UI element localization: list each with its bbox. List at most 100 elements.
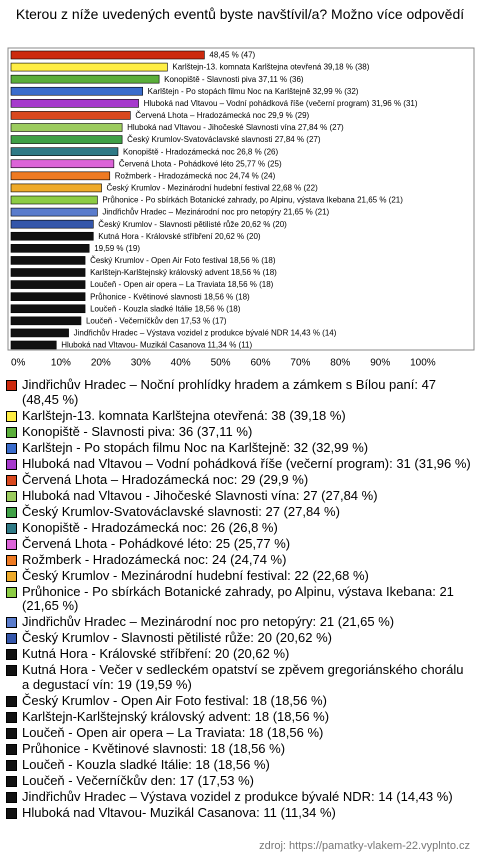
legend-item: Karlštejn - Po stopách filmu Noc na Karl… [6, 440, 472, 456]
legend-item: Jindřichův Hradec – Noční prohlídky hrad… [6, 377, 472, 407]
bar [10, 62, 168, 72]
data-label: Rožmberk - Hradozámecká noc 24,74 % (24) [115, 171, 276, 180]
data-label: Hluboká nad Vltavou - Jihočeské Slavnost… [127, 123, 344, 132]
legend-swatch [6, 586, 17, 598]
data-label: Průhonice - Květinové slavnosti 18,56 % … [90, 292, 250, 301]
legend-item: Rožmberk - Hradozámecká noc: 24 (24,74 %… [6, 551, 472, 568]
x-tick-label: 100% [410, 358, 436, 369]
legend-item: Karlštejn-Karlštejnský královský advent:… [6, 708, 472, 725]
data-label: Červená Lhota - Pohádkové léto 25,77 % (… [119, 159, 282, 168]
legend-swatch [6, 791, 17, 803]
legend-swatch [6, 426, 17, 438]
x-tick-label: 70% [290, 358, 310, 369]
legend-swatch [6, 727, 17, 739]
data-label: Kutná Hora - Královské stříbření 20,62 %… [98, 232, 261, 241]
legend-item: Český Krumlov-Svatováclavské slavnosti: … [6, 504, 472, 520]
x-tick-label: 10% [51, 358, 71, 369]
source: zdroj: https://pamatky-vlakem-22.vyplnto… [259, 840, 470, 852]
legend-item: Červená Lhota - Pohádkové léto: 25 (25,7… [6, 536, 472, 552]
data-label: Český Krumlov - Slavnosti pětilisté růže… [98, 220, 287, 229]
legend-label: Jindřichův Hradec – Výstava vozidel z pr… [22, 788, 453, 804]
legend-item: Průhonice - Květinové slavnosti: 18 (18,… [6, 741, 472, 757]
data-label: Průhonice - Po sbírkách Botanické zahrad… [102, 196, 403, 205]
legend-label: Červená Lhota – Hradozámecká noc: 29 (29… [22, 471, 309, 487]
legend-item: Loučeň - Kouzla sladké Itálie: 18 (18,56… [6, 757, 472, 773]
bar [10, 231, 94, 241]
legend-label: Kutná Hora - Královské stříbření: 20 (20… [22, 646, 290, 661]
legend-swatch [6, 743, 17, 755]
legend-item: Loučeň - Večerníčkův den: 17 (17,53 %) [6, 773, 472, 789]
legend-label: Průhonice - Po sbírkách Botanické zahrad… [22, 583, 454, 613]
legend-swatch [6, 410, 17, 422]
legend-label: Konopiště - Slavnosti piva: 36 (37,11 %) [22, 423, 253, 439]
legend-label: Hluboká nad Vltavou - Jihočeské Slavnost… [22, 487, 378, 503]
bar [10, 304, 86, 314]
legend-swatch [6, 554, 17, 566]
legend-swatch [6, 490, 17, 502]
legend-label: Rožmberk - Hradozámecká noc: 24 (24,74 %… [22, 551, 287, 567]
plot-frame [7, 47, 475, 351]
legend-label: Loučeň - Open air opera – La Traviata: 1… [22, 724, 324, 740]
legend-label: Jindřichův Hradec – Mezinárodní noc pro … [22, 614, 395, 629]
legend-item: Jindřichův Hradec – Výstava vozidel z pr… [6, 788, 472, 805]
bar [10, 86, 143, 96]
data-label: Karlštejn-Karlštejnský královský advent … [90, 268, 277, 277]
x-tick-label: 80% [330, 358, 350, 369]
legend-swatch [6, 570, 17, 582]
legend-swatch [6, 458, 17, 470]
data-label: Hluboká nad Vltavou- Muzikál Casanova 11… [61, 341, 252, 350]
bar [10, 171, 111, 181]
data-label: Konopiště - Slavnosti piva 37,11 % (36) [164, 75, 304, 84]
data-label: Jindřichův Hradec – Výstava vozidel z pr… [74, 329, 337, 338]
legend-swatch [6, 633, 17, 644]
data-label: Konopiště - Hradozámecká noc 26,8 % (26) [123, 147, 279, 156]
legend-label: Karlštejn-Karlštejnský královský advent:… [22, 708, 330, 724]
legend-item: Český Krumlov - Mezinárodní hudební fest… [6, 568, 472, 584]
legend-item: Hluboká nad Vltavou – Vodní pohádková ří… [6, 456, 472, 472]
legend-item: Karlštejn-13. komnata Karlštejna otevřen… [6, 408, 472, 424]
bar [10, 50, 205, 60]
bar [10, 244, 90, 253]
legend-swatch [6, 711, 17, 723]
data-label: Loučeň - Večerníčkův den 17,53 % (17) [86, 316, 227, 325]
bar [10, 74, 160, 84]
data-label: Český Krumlov - Mezinárodní hudební fest… [107, 184, 319, 193]
bar [10, 256, 86, 265]
bar [10, 135, 123, 144]
x-tick-label: 60% [250, 358, 270, 369]
legend-swatch [6, 617, 17, 628]
legend-item: Konopiště - Slavnosti piva: 36 (37,11 %) [6, 423, 472, 440]
legend-label: Jindřichův Hradec – Noční prohlídky hrad… [22, 377, 437, 407]
data-label: Jindřichův Hradec – Mezinárodní noc pro … [102, 208, 329, 217]
data-label: Karlštejn - Po stopách filmu Noc na Karl… [148, 87, 359, 96]
chart: 0% 10% 20% 30% 40% 50% 60% 70% 80% 90% 100% 48,45 %… [7, 47, 475, 369]
bar [10, 195, 98, 205]
legend-item: Hluboká nad Vltavou- Muzikál Casanova: 1… [6, 805, 472, 821]
bar [10, 111, 131, 120]
bar [10, 292, 86, 301]
legend-swatch [6, 649, 17, 660]
bar [10, 183, 102, 193]
x-tick-label: 50% [211, 358, 231, 369]
bar [10, 280, 86, 289]
data-label: Český Krumlov-Svatováclavské slavnosti 2… [127, 135, 321, 144]
legend: Jindřichův Hradec – Noční prohlídky hrad… [6, 377, 472, 822]
data-label: Loučeň - Kouzla sladké Itálie 18,56 % (1… [90, 304, 241, 313]
x-tick-label: 40% [171, 358, 191, 369]
data-label: 19,59 % (19) [94, 244, 140, 253]
data-label: Hluboká nad Vltavou – Vodní pohádková ří… [144, 99, 418, 108]
bar [10, 340, 57, 350]
legend-swatch [6, 807, 17, 819]
bar [10, 147, 119, 156]
legend-swatch [6, 442, 17, 454]
legend-item: Hluboká nad Vltavou - Jihočeské Slavnost… [6, 487, 472, 504]
x-tick-label: 0% [11, 358, 26, 369]
bar [10, 123, 123, 132]
bar [10, 328, 69, 338]
legend-item: Český Krumlov - Slavnosti pětilisté růže… [6, 630, 472, 646]
x-tick-label: 30% [131, 358, 151, 369]
legend-item: Kutná Hora - Večer v sedleckém opatství … [6, 662, 472, 692]
legend-swatch [6, 695, 17, 707]
x-tick-label: 20% [91, 358, 111, 369]
